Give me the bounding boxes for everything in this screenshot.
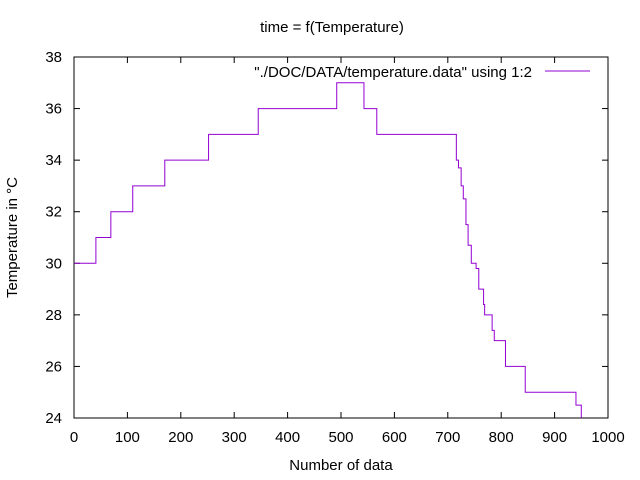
x-tick-label: 0 [70, 429, 78, 446]
x-tick-label: 200 [168, 429, 193, 446]
x-tick-label: 900 [542, 429, 567, 446]
x-tick-label: 400 [275, 429, 300, 446]
x-tick-label: 600 [382, 429, 407, 446]
y-axis-label: Temperature in °C [4, 177, 21, 298]
x-tick-label: 300 [222, 429, 247, 446]
y-tick-label: 36 [45, 101, 62, 118]
y-tick-label: 34 [45, 152, 62, 169]
y-tick-label: 24 [45, 410, 62, 427]
series-layer [74, 82, 582, 418]
y-tick-label: 28 [45, 307, 62, 324]
axes [73, 56, 609, 419]
legend-label: "./DOC/DATA/temperature.data" using 1:2 [254, 64, 532, 81]
chart-title: time = f(Temperature) [260, 19, 404, 36]
series-line [74, 82, 582, 418]
y-tick-label: 38 [45, 49, 62, 66]
y-tick-label: 32 [45, 204, 62, 221]
ticks: 0 100 200 300 400 500 600 700 800 900 1000 24 26 28 30… [45, 49, 624, 446]
x-tick-label: 1000 [591, 429, 624, 446]
x-tick-label: 500 [328, 429, 353, 446]
y-tick-label: 26 [45, 358, 62, 375]
y-tick-label: 30 [45, 255, 62, 272]
x-tick-label: 800 [489, 429, 514, 446]
plot-frame [73, 56, 609, 419]
legend: "./DOC/DATA/temperature.data" using 1:2 [254, 64, 590, 81]
x-tick-label: 700 [435, 429, 460, 446]
x-tick-label: 100 [115, 429, 140, 446]
x-axis-label: Number of data [289, 457, 393, 474]
